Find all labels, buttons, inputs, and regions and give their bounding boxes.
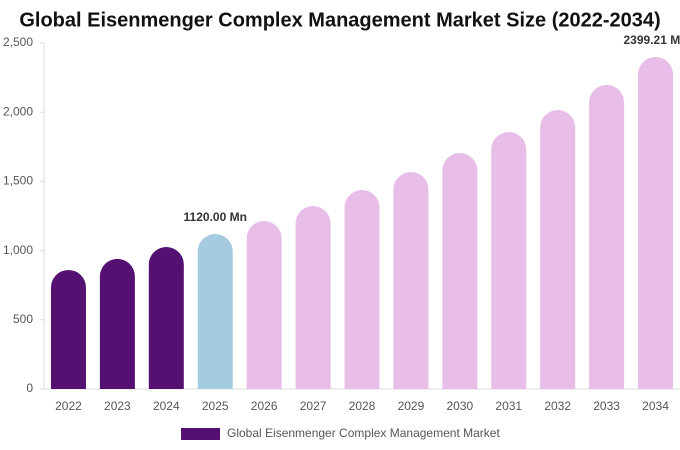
- legend-swatch: [181, 428, 220, 440]
- bar: [99, 258, 135, 389]
- y-tick-label: 500: [13, 312, 33, 326]
- bar: [344, 189, 380, 389]
- bar: [295, 206, 331, 389]
- value-label: 1120.00 Mn: [184, 210, 247, 224]
- x-tick-label: 2034: [642, 399, 669, 413]
- y-tick-label: 1,500: [3, 174, 33, 188]
- x-tick-label: 2027: [300, 399, 327, 413]
- x-tick-label: 2030: [446, 399, 473, 413]
- bar: [589, 84, 625, 389]
- y-tick-label: 1,000: [3, 243, 33, 257]
- bar: [148, 247, 184, 389]
- x-tick-label: 2026: [251, 399, 278, 413]
- x-tick-label: 2028: [349, 399, 376, 413]
- chart-title: Global Eisenmenger Complex Management Ma…: [19, 9, 660, 31]
- x-tick-label: 2024: [153, 399, 180, 413]
- y-tick-label: 2,500: [3, 35, 33, 49]
- x-tick-label: 2025: [202, 399, 229, 413]
- bar: [246, 220, 282, 389]
- x-tick-label: 2031: [495, 399, 522, 413]
- value-label: 2399.21 Mn: [624, 33, 680, 47]
- bar: [540, 109, 576, 390]
- x-tick-label: 2032: [544, 399, 571, 413]
- bar: [197, 233, 233, 389]
- bar: [50, 269, 86, 389]
- bar: [442, 153, 478, 389]
- bar: [491, 131, 527, 389]
- x-tick-label: 2033: [593, 399, 620, 413]
- x-tick-label: 2029: [398, 399, 425, 413]
- bar: [393, 171, 429, 389]
- x-tick-label: 2023: [104, 399, 131, 413]
- y-tick-label: 2,000: [3, 104, 33, 118]
- bar: [638, 56, 674, 389]
- y-tick-label: 0: [26, 381, 33, 395]
- legend-label: Global Eisenmenger Complex Management Ma…: [227, 426, 500, 440]
- x-tick-label: 2022: [55, 399, 82, 413]
